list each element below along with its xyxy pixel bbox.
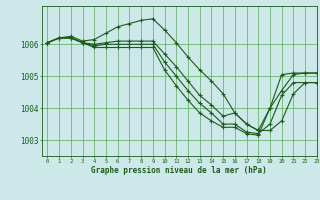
X-axis label: Graphe pression niveau de la mer (hPa): Graphe pression niveau de la mer (hPa) bbox=[91, 166, 267, 175]
